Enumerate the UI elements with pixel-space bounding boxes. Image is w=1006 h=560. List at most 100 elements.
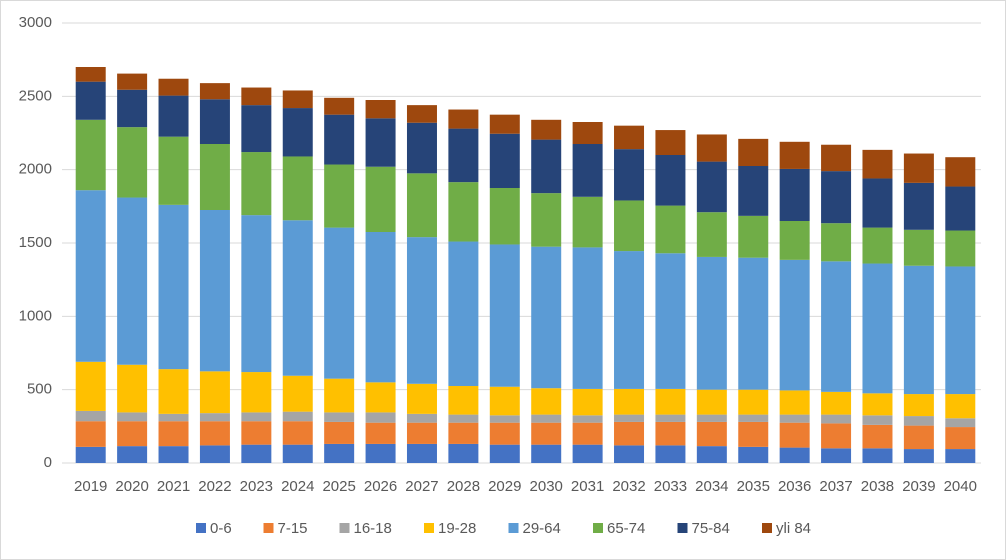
bar-segment xyxy=(324,227,355,379)
bar-segment xyxy=(945,449,976,463)
x-tick-label: 2028 xyxy=(447,478,480,495)
bar-segment xyxy=(821,144,852,172)
bar-segment xyxy=(779,168,810,221)
bar-segment xyxy=(945,230,976,267)
bar-segment xyxy=(862,448,893,463)
bar-segment xyxy=(158,136,189,205)
bar-segment xyxy=(696,134,727,162)
bar-segment xyxy=(779,447,810,463)
bar-segment xyxy=(448,386,479,415)
bar-segment xyxy=(531,444,562,463)
bar-segment xyxy=(365,412,396,423)
bar-segment xyxy=(572,444,603,463)
bar-segment xyxy=(448,422,479,444)
bar-segment xyxy=(117,73,148,90)
bar-segment xyxy=(862,149,893,179)
x-tick-label: 2040 xyxy=(944,478,977,495)
bar-segment xyxy=(779,422,810,448)
bar-segment xyxy=(406,173,437,238)
x-tick-label: 2025 xyxy=(322,478,355,495)
bar-segment xyxy=(779,141,810,169)
bar-segment xyxy=(406,413,437,423)
legend-swatch xyxy=(263,523,274,533)
bar-segment xyxy=(572,122,603,144)
bar-segment xyxy=(75,67,106,82)
bar-segment xyxy=(821,448,852,463)
legend-label: 19-28 xyxy=(438,520,476,537)
bar-segment xyxy=(489,444,520,463)
bar-segment xyxy=(75,446,106,463)
bar-segment xyxy=(406,383,437,414)
bar-segment xyxy=(903,425,934,450)
bar-segment xyxy=(572,144,603,197)
x-tick-label: 2023 xyxy=(240,478,273,495)
bar-segment xyxy=(117,127,148,198)
bar-segment xyxy=(365,422,396,444)
bar-segment xyxy=(614,251,645,389)
bar-segment xyxy=(406,105,437,123)
bar-segment xyxy=(821,261,852,392)
legend-swatch xyxy=(677,523,688,533)
bar-segment xyxy=(75,119,106,191)
bar-segment xyxy=(158,369,189,414)
legend-swatch xyxy=(424,523,434,533)
bar-segment xyxy=(614,414,645,422)
bar-segment xyxy=(696,256,727,390)
bar-segment xyxy=(696,414,727,422)
x-tick-label: 2024 xyxy=(281,478,314,495)
bar-segment xyxy=(324,378,355,413)
legend-label: 7-15 xyxy=(278,520,308,537)
bar-segment xyxy=(117,446,148,463)
bar-segment xyxy=(158,421,189,447)
x-tick-label: 2034 xyxy=(695,478,728,495)
bar-segment xyxy=(489,415,520,423)
bar-segment xyxy=(821,171,852,224)
bar-segment xyxy=(572,247,603,389)
legend-swatch xyxy=(508,523,519,533)
bar-segment xyxy=(199,371,230,414)
bar-segment xyxy=(282,156,313,221)
bar-segment xyxy=(862,393,893,416)
bar-segment xyxy=(531,414,562,423)
bar-segment xyxy=(903,182,934,230)
bar-segment xyxy=(696,389,727,415)
bar-segment xyxy=(75,190,106,362)
bar-segment xyxy=(531,119,562,140)
bar-segment xyxy=(199,421,230,446)
bar-segment xyxy=(862,263,893,394)
bar-segment xyxy=(406,443,437,463)
bar-segment xyxy=(199,210,230,372)
legend-swatch xyxy=(339,523,350,533)
bar-segment xyxy=(199,83,230,100)
bar-segment xyxy=(696,446,727,463)
bar-segment xyxy=(614,125,645,150)
x-tick-label: 2026 xyxy=(364,478,397,495)
bar-segment xyxy=(117,412,148,422)
bar-segment xyxy=(655,253,686,389)
bar-segment xyxy=(738,389,769,415)
bar-segment xyxy=(572,196,603,248)
bar-segment xyxy=(448,414,479,423)
bar-segment xyxy=(655,388,686,415)
bar-segment xyxy=(821,423,852,449)
bar-segment xyxy=(489,114,520,134)
bar-segment xyxy=(738,257,769,390)
bar-segment xyxy=(324,412,355,422)
y-tick-label: 1000 xyxy=(19,307,52,324)
bar-segment xyxy=(821,391,852,415)
bar-segment xyxy=(241,421,272,445)
y-tick-label: 1500 xyxy=(19,234,52,251)
x-tick-label: 2030 xyxy=(530,478,563,495)
x-tick-label: 2029 xyxy=(488,478,521,495)
bar-segment xyxy=(282,90,313,109)
bar-segment xyxy=(903,265,934,395)
bar-segment xyxy=(945,266,976,395)
bar-segment xyxy=(945,157,976,187)
bar-segment xyxy=(282,375,313,412)
bar-segment xyxy=(655,414,686,422)
bar-segment xyxy=(945,394,976,419)
legend-label: 65-74 xyxy=(607,520,645,537)
bar-segment xyxy=(489,133,520,188)
bar-segment xyxy=(738,414,769,422)
bar-segment xyxy=(531,246,562,389)
